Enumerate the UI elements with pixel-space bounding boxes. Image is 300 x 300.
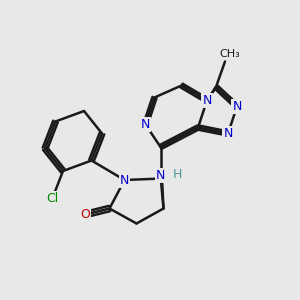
Text: H: H: [172, 167, 182, 181]
Text: Cl: Cl: [46, 191, 58, 205]
Text: N: N: [120, 173, 129, 187]
Text: N: N: [156, 169, 165, 182]
Text: N: N: [202, 94, 212, 107]
Text: CH₃: CH₃: [219, 49, 240, 59]
Text: O: O: [81, 208, 90, 221]
Text: N: N: [232, 100, 242, 113]
Text: N: N: [141, 118, 150, 131]
Text: N: N: [223, 127, 233, 140]
